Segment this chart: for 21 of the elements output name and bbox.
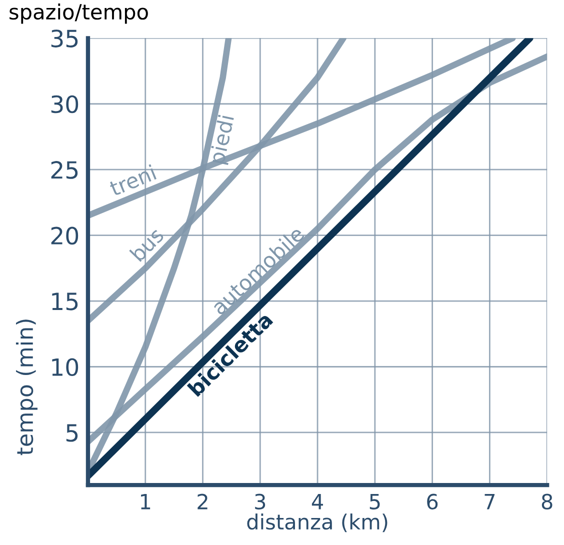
x-tick-label: 3: [255, 494, 266, 510]
y-tick-label: 5: [66, 424, 78, 442]
chart-title: spazio/tempo: [10, 4, 148, 24]
y-tick-label: 10: [52, 358, 78, 376]
y-tick-label: 30: [51, 95, 78, 114]
x-tick-label: 2: [198, 494, 208, 510]
x-tick-label: 8: [542, 494, 552, 510]
y-tick-label: 25: [51, 161, 78, 179]
y-tick-label: 15: [52, 292, 78, 310]
x-axis-title: distanza (km): [247, 514, 388, 532]
text: piedi: [208, 114, 238, 165]
x-tick-label: 5: [370, 494, 380, 510]
x-tick-label: 6: [427, 494, 438, 510]
x-tick-label: 4: [312, 494, 323, 510]
x-tick-label: 7: [484, 494, 495, 510]
y-tick-label: 20: [51, 226, 78, 245]
text: treni: [108, 164, 157, 196]
x-tick-label: 1: [141, 494, 150, 510]
y-axis-title: tempo (min): [16, 320, 38, 456]
text: bus: [129, 226, 165, 262]
y-tick-label: 35: [51, 30, 78, 48]
